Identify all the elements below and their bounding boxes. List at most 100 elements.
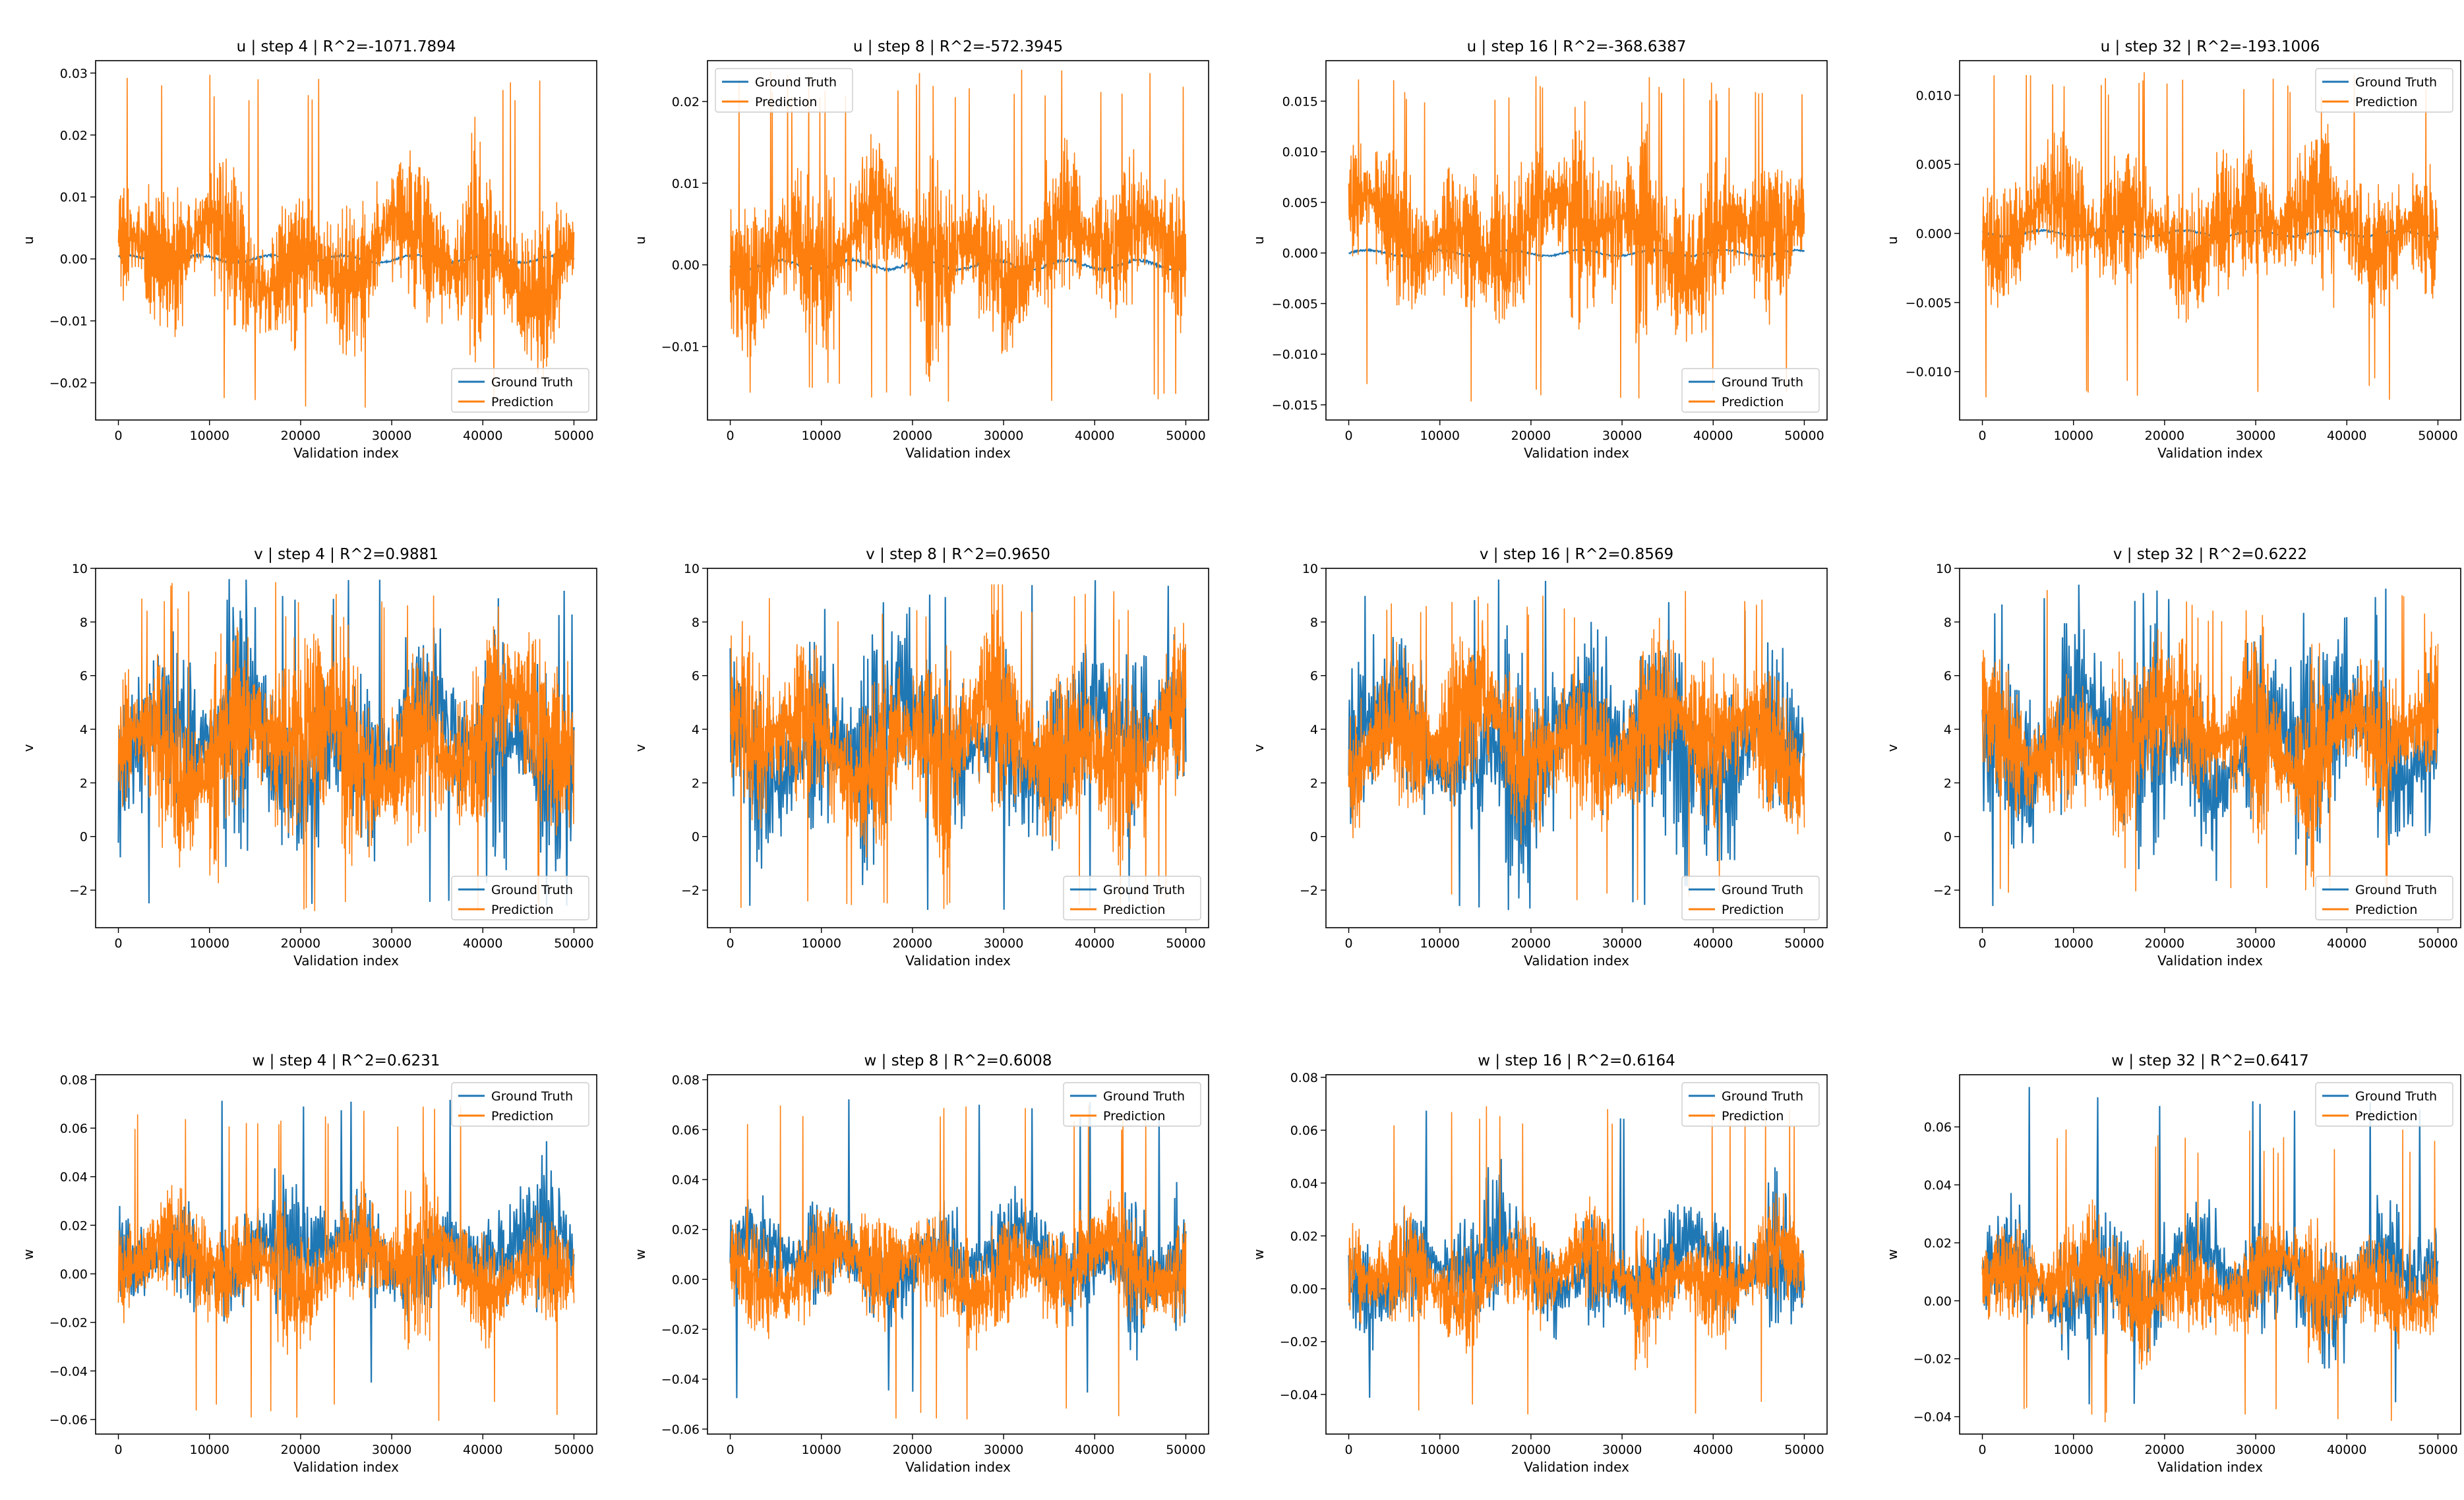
y-tick-label: 0.00 [60, 253, 88, 267]
x-axis-label: Validation index [2157, 953, 2263, 969]
x-axis-label: Validation index [2157, 1459, 2263, 1475]
prediction-line [117, 582, 575, 912]
x-tick-label: 0 [1344, 429, 1352, 443]
legend-label: Ground Truth [2355, 1089, 2437, 1104]
y-tick-label: 6 [1310, 669, 1318, 684]
y-tick-label: 2 [1944, 776, 1952, 791]
y-tick-label: 8 [1310, 615, 1318, 630]
x-tick-label: 20000 [2145, 936, 2184, 951]
x-tick-label: 40000 [1075, 429, 1114, 443]
subplot-title: v | step 4 | R^2=0.9881 [254, 546, 438, 563]
legend: Ground Truth Prediction [1063, 876, 1201, 920]
legend-label: Ground Truth [491, 883, 573, 897]
y-tick-label: 0.01 [672, 177, 700, 191]
legend-label: Ground Truth [2355, 883, 2437, 897]
legend: Ground Truth Prediction [1681, 368, 1820, 413]
y-tick-label: 0.02 [60, 1218, 88, 1233]
x-tick-label: 30000 [372, 1443, 411, 1457]
legend-label: Prediction [755, 95, 817, 109]
x-tick-label: 0 [1344, 1443, 1352, 1457]
y-tick-label: 4 [692, 723, 700, 737]
y-tick-label: 10 [1936, 562, 1952, 576]
y-tick-label: 0.00 [60, 1267, 88, 1282]
y-tick-label: 0 [692, 830, 700, 845]
y-tick-label: −0.02 [1280, 1335, 1318, 1350]
x-tick-label: 30000 [2236, 1443, 2275, 1457]
legend-label: Prediction [1722, 903, 1784, 917]
y-axis-label: u [1884, 236, 1900, 245]
x-tick-label: 50000 [2418, 1443, 2457, 1457]
y-axis-label: w [1884, 1249, 1900, 1259]
y-axis-label: v [632, 744, 648, 752]
x-tick-label: 20000 [2145, 429, 2184, 443]
y-tick-label: −0.06 [49, 1413, 88, 1427]
subplot-title: v | step 8 | R^2=0.9650 [866, 546, 1050, 563]
x-axis-label: Validation index [905, 953, 1011, 969]
y-tick-label: 0.02 [60, 129, 88, 143]
x-tick-label: 20000 [893, 1443, 932, 1457]
prediction-line [729, 69, 1187, 402]
y-axis-label: v [1251, 744, 1267, 752]
x-tick-label: 10000 [802, 936, 841, 951]
legend: Ground Truth Prediction [2315, 68, 2453, 113]
y-tick-label: 0.08 [1290, 1071, 1318, 1085]
y-axis-label: u [1251, 236, 1267, 245]
y-tick-label: 0.000 [1282, 247, 1318, 261]
legend: Ground Truth Prediction [451, 876, 589, 920]
x-tick-label: 20000 [2145, 1443, 2184, 1457]
subplot-title: u | step 8 | R^2=-572.3945 [853, 38, 1063, 55]
prediction-line [729, 1104, 1187, 1420]
y-tick-label: −0.01 [49, 315, 88, 329]
y-tick-label: 0 [1944, 830, 1952, 845]
axes-frame [1959, 1074, 2461, 1435]
x-tick-label: 10000 [2054, 1443, 2093, 1457]
legend-label: Prediction [1103, 903, 1165, 917]
legend-label: Prediction [1722, 1109, 1784, 1124]
prediction-line [1981, 1129, 2439, 1423]
prediction-line [1348, 76, 1805, 402]
x-tick-label: 10000 [1420, 1443, 1460, 1457]
x-tick-label: 10000 [190, 429, 229, 443]
axes-frame [1325, 568, 1828, 928]
x-tick-label: 10000 [802, 429, 841, 443]
legend: Ground Truth Prediction [1063, 1082, 1201, 1127]
y-axis-label: w [20, 1249, 36, 1259]
legend-label: Ground Truth [1103, 1089, 1185, 1104]
x-tick-label: 40000 [463, 936, 502, 951]
y-tick-label: −0.02 [1913, 1352, 1952, 1367]
y-tick-label: −0.005 [1272, 297, 1318, 311]
x-axis-label: Validation index [1524, 445, 1629, 461]
y-tick-label: 0.00 [1290, 1282, 1318, 1297]
y-tick-label: 8 [1944, 615, 1952, 630]
y-axis-label: w [1251, 1249, 1267, 1259]
y-tick-label: −2 [681, 884, 700, 898]
subplot-12: 0 10000 20000 30000 40000 50000 −0.04 −0.02 0.00… [1884, 1052, 2461, 1475]
legend: Ground Truth Prediction [1681, 1082, 1820, 1127]
legend-label: Prediction [1103, 1109, 1165, 1124]
y-tick-label: 0.00 [1924, 1294, 1952, 1309]
y-tick-label: −0.02 [661, 1323, 700, 1337]
subplot-title: w | step 8 | R^2=0.6008 [864, 1052, 1052, 1069]
x-tick-label: 30000 [372, 936, 411, 951]
x-axis-label: Validation index [905, 1459, 1011, 1475]
legend-label: Prediction [491, 1109, 553, 1124]
subplot-title: w | step 16 | R^2=0.6164 [1478, 1052, 1675, 1069]
subplot-6: 0 10000 20000 30000 40000 50000 −2 0 2 4 6 8 10 v | s… [632, 546, 1209, 969]
y-tick-label: 0.02 [1290, 1229, 1318, 1244]
axes-frame [95, 60, 597, 421]
y-tick-label: 0.005 [1282, 196, 1318, 210]
y-tick-label: 0.08 [672, 1073, 700, 1088]
y-tick-label: 0.015 [1282, 94, 1318, 109]
x-tick-label: 50000 [2418, 936, 2457, 951]
y-tick-label: −0.010 [1272, 347, 1318, 362]
legend-label: Ground Truth [1722, 375, 1803, 390]
y-tick-label: 8 [80, 615, 88, 630]
subplot-title: w | step 32 | R^2=0.6417 [2111, 1052, 2309, 1069]
prediction-line [117, 75, 575, 408]
x-tick-label: 20000 [281, 936, 320, 951]
prediction-line [1981, 72, 2439, 400]
legend-label: Ground Truth [755, 75, 837, 90]
x-tick-label: 40000 [463, 429, 502, 443]
x-axis-label: Validation index [1524, 953, 1629, 969]
y-tick-label: 0 [1310, 830, 1318, 845]
